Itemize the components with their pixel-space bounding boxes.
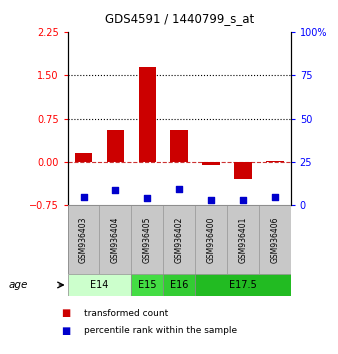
Bar (68, 205, 99, 274)
Bar (68, 274, 131, 296)
Text: E17.5: E17.5 (229, 280, 257, 290)
Text: GSM936404: GSM936404 (111, 217, 120, 263)
Text: E14: E14 (90, 280, 108, 290)
Text: age: age (8, 280, 28, 290)
Text: ■: ■ (61, 308, 70, 318)
Text: GSM936406: GSM936406 (270, 217, 279, 263)
Bar (131, 274, 163, 296)
Bar (75, 153, 92, 162)
Bar (234, 162, 251, 179)
Bar (107, 130, 124, 162)
Bar (195, 274, 291, 296)
Point (208, 197, 214, 203)
Bar (227, 205, 259, 274)
Point (176, 186, 182, 192)
Bar (139, 67, 156, 162)
Point (240, 197, 246, 203)
Text: GSM936403: GSM936403 (79, 217, 88, 263)
Bar (99, 205, 131, 274)
Text: transformed count: transformed count (84, 309, 169, 318)
Point (145, 195, 150, 200)
Text: GSM936402: GSM936402 (175, 217, 184, 263)
Point (81, 194, 86, 200)
Bar (259, 205, 291, 274)
Bar (163, 274, 195, 296)
Text: percentile rank within the sample: percentile rank within the sample (84, 326, 238, 336)
Text: GSM936405: GSM936405 (143, 217, 152, 263)
Bar (131, 205, 163, 274)
Point (272, 194, 277, 200)
Bar (266, 161, 284, 162)
Text: GSM936401: GSM936401 (238, 217, 247, 263)
Text: ■: ■ (61, 326, 70, 336)
Bar (195, 205, 227, 274)
Text: E16: E16 (170, 280, 188, 290)
Bar (163, 205, 195, 274)
Text: E15: E15 (138, 280, 156, 290)
Bar (202, 162, 220, 165)
Text: GSM936400: GSM936400 (207, 217, 216, 263)
Point (113, 187, 118, 193)
Bar (170, 130, 188, 162)
Text: GDS4591 / 1440799_s_at: GDS4591 / 1440799_s_at (104, 12, 254, 25)
